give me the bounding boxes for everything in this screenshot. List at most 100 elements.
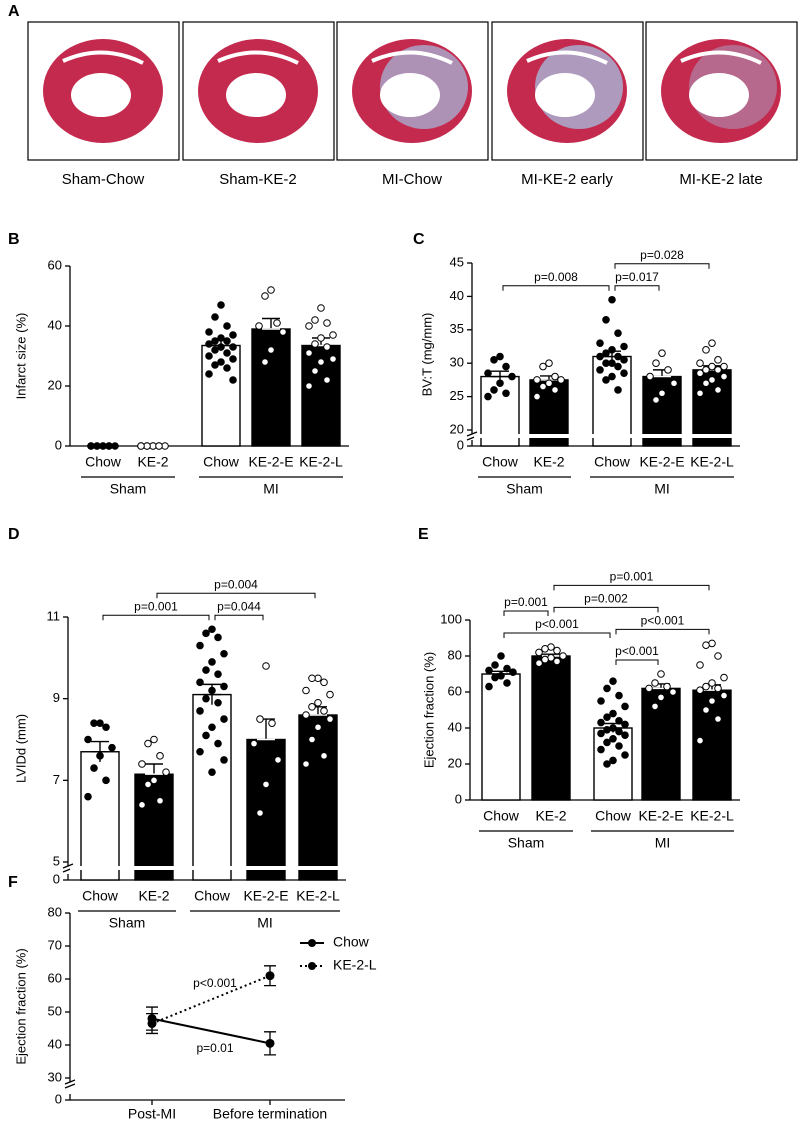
data-point xyxy=(302,686,310,695)
panel-label: C xyxy=(413,231,425,248)
data-point xyxy=(208,625,216,634)
significance-bracket xyxy=(214,614,264,621)
data-point xyxy=(614,386,622,394)
data-point xyxy=(651,702,659,711)
data-point xyxy=(669,688,677,696)
data-point xyxy=(615,742,623,750)
data-point xyxy=(156,752,164,760)
p-value: p=0.004 xyxy=(214,577,258,591)
y-tick-label: 60 xyxy=(448,683,462,698)
data-point xyxy=(314,723,322,732)
legend-marker xyxy=(308,962,316,970)
ventricle-lumen xyxy=(226,73,286,117)
x-tick-label: KE-2 xyxy=(138,888,169,904)
data-point xyxy=(658,349,666,357)
bar xyxy=(641,687,681,801)
y-tick-label: 100 xyxy=(440,611,462,626)
data-point xyxy=(720,691,728,700)
panel-label: F xyxy=(8,874,18,891)
legend-marker xyxy=(308,939,316,947)
p-value: p=0.008 xyxy=(534,270,578,284)
data-point xyxy=(670,379,678,388)
data-point xyxy=(102,723,110,732)
p-value: p=0.001 xyxy=(610,570,654,584)
data-point xyxy=(664,366,672,374)
data-point xyxy=(609,756,617,765)
data-point xyxy=(702,682,710,691)
data-point xyxy=(320,678,328,687)
data-point xyxy=(305,382,313,390)
data-point xyxy=(329,355,337,363)
data-point xyxy=(155,442,163,450)
data-point xyxy=(702,346,710,354)
x-tick-label: KE-2-L xyxy=(299,454,343,470)
data-point xyxy=(308,703,316,711)
data-point xyxy=(150,776,158,785)
x-tick-label: Chow xyxy=(483,808,520,824)
data-point xyxy=(702,641,710,650)
data-point xyxy=(484,369,492,378)
data-point xyxy=(551,372,559,381)
lumen-slit xyxy=(217,50,299,65)
x-tick-label: Chow xyxy=(594,454,631,470)
data-point xyxy=(320,752,328,760)
x-tick-label: KE-2 xyxy=(137,454,168,470)
image-caption: Sham-Chow xyxy=(62,171,145,188)
ventricle-lumen xyxy=(689,73,749,117)
y-tick-label: 80 xyxy=(448,647,462,662)
data-point xyxy=(620,356,628,364)
x-tick-label: KE-2 xyxy=(535,808,566,824)
data-point xyxy=(265,971,275,981)
bar xyxy=(692,689,732,801)
legend-label: Chow xyxy=(333,934,370,950)
x-tick-label: KE-2 xyxy=(533,454,564,470)
data-point xyxy=(323,343,331,351)
data-point xyxy=(205,328,213,336)
data-point xyxy=(229,343,237,351)
data-point xyxy=(317,304,325,312)
data-point xyxy=(279,328,287,336)
image-caption: MI-KE-2 early xyxy=(521,171,613,188)
data-point xyxy=(614,352,622,361)
p-value: p<0.001 xyxy=(615,644,659,658)
data-point xyxy=(274,756,282,764)
data-point xyxy=(615,717,623,725)
data-point xyxy=(708,679,716,687)
data-point xyxy=(262,780,270,789)
data-point xyxy=(102,776,110,785)
data-point xyxy=(596,366,604,374)
data-point xyxy=(217,358,225,366)
group-label: MI xyxy=(257,915,273,931)
data-point xyxy=(214,670,222,678)
data-point xyxy=(261,292,269,300)
data-point xyxy=(539,382,547,391)
group-label: MI xyxy=(654,481,670,497)
data-point xyxy=(108,743,116,752)
axis-break xyxy=(64,1079,76,1085)
image-caption: Sham-KE-2 xyxy=(219,171,297,188)
data-point xyxy=(202,666,210,674)
significance-bracket xyxy=(502,285,610,291)
data-point xyxy=(509,668,517,677)
data-point xyxy=(696,661,704,669)
data-point xyxy=(490,386,498,394)
data-point xyxy=(602,349,610,357)
data-point xyxy=(90,719,98,727)
data-point xyxy=(696,686,704,695)
image-caption: MI-Chow xyxy=(382,171,442,188)
data-point xyxy=(597,745,605,754)
data-point xyxy=(326,715,334,723)
y-tick-label: 0 xyxy=(53,871,60,886)
data-point xyxy=(620,342,628,351)
data-point xyxy=(256,715,264,723)
data-point xyxy=(202,731,210,740)
data-point xyxy=(603,760,611,768)
x-tick-label: Chow xyxy=(595,808,632,824)
data-point xyxy=(138,760,146,768)
bar xyxy=(298,714,338,881)
data-point xyxy=(196,678,204,687)
data-point xyxy=(621,731,629,740)
data-point xyxy=(144,739,152,748)
p-value: p=0.001 xyxy=(134,599,178,613)
y-tick-label: 30 xyxy=(450,355,464,370)
